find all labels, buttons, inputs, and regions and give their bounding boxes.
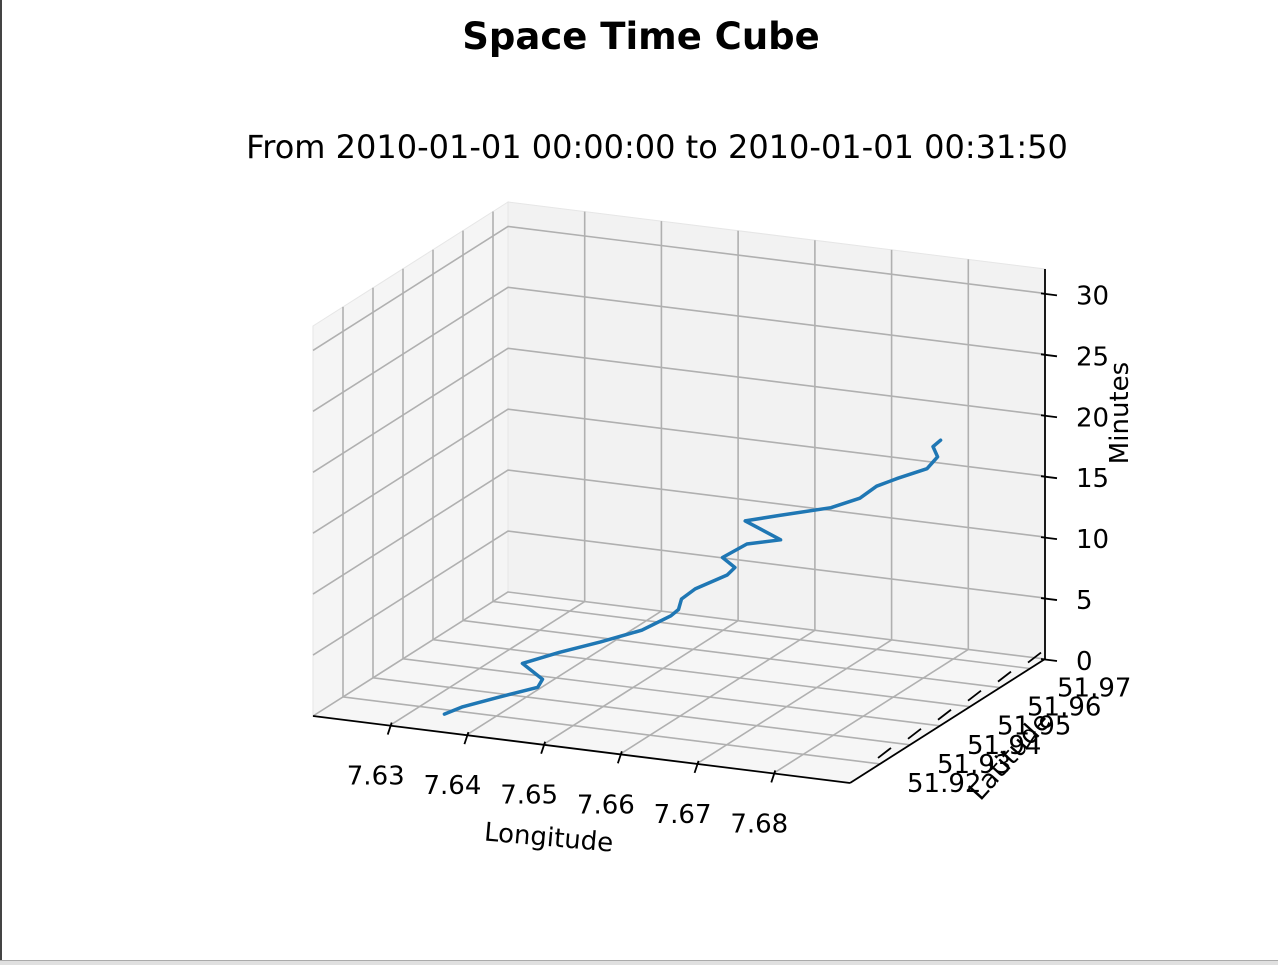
x-tick-label: 7.65 <box>500 781 558 811</box>
x-tick-label: 7.64 <box>423 771 481 801</box>
x-tick <box>540 741 546 754</box>
axis-panes <box>311 201 1047 784</box>
x-axis-line <box>312 715 851 784</box>
axis-lines <box>312 269 1046 784</box>
z-tick-label: 15 <box>1076 464 1109 494</box>
z-gridline <box>312 469 1046 595</box>
y-tick <box>1027 651 1042 664</box>
x-tick-label: 7.63 <box>347 762 405 792</box>
z-tick <box>1040 414 1058 419</box>
window-bottom-edge <box>0 960 1278 965</box>
x-tick <box>617 751 623 764</box>
x-tick-label: 7.68 <box>730 809 788 839</box>
tick-marks <box>386 292 1058 783</box>
y-tick <box>907 728 922 740</box>
trajectory-line <box>442 438 943 716</box>
z-tick-label: 25 <box>1076 342 1109 372</box>
z-tick <box>1040 536 1058 541</box>
tick-labels: 7.63 7.64 7.65 7.66 7.67 7.6851.9251.9351.945… <box>347 281 1132 839</box>
z-tick-label: 30 <box>1076 281 1109 311</box>
z-gridline <box>312 530 1046 656</box>
x-axis-label: Longitude <box>483 817 614 858</box>
trajectory-layer <box>442 438 943 716</box>
window-left-edge <box>0 0 2 964</box>
y-tick <box>877 747 892 759</box>
x-tick <box>693 760 700 774</box>
y-axis-line <box>849 658 1046 784</box>
x-tick-label: 7.67 <box>654 800 712 830</box>
x-tick <box>386 722 393 735</box>
z-tick-label: 5 <box>1076 586 1093 616</box>
y-tick-label: 51.93 <box>937 750 1011 780</box>
back-pane <box>507 201 1046 660</box>
z-tick-label: 0 <box>1076 647 1093 677</box>
y-tick-label: 51.92 <box>907 769 981 799</box>
x-tick-label: 7.66 <box>577 790 635 820</box>
z-gridline <box>312 408 1046 534</box>
z-tick <box>1040 658 1058 662</box>
y-tick-label: 51.94 <box>967 731 1041 761</box>
chart-subtitle: From 2010-01-01 00:00:00 to 2010-01-01 0… <box>246 128 1068 166</box>
x-tick <box>770 770 777 783</box>
z-gridline <box>312 591 1046 717</box>
z-tick <box>1040 353 1058 358</box>
z-tick-label: 20 <box>1076 403 1109 433</box>
z-axis-label: Minutes <box>1105 362 1135 464</box>
y-tick-label: 51.96 <box>1027 693 1101 723</box>
y-tick <box>997 670 1012 683</box>
gridlines <box>312 211 1046 775</box>
y-tick <box>937 709 952 721</box>
z-gridline <box>312 286 1046 412</box>
z-gridline <box>312 225 1046 352</box>
y-tick <box>967 689 982 702</box>
z-tick <box>1040 292 1058 297</box>
z-tick <box>1040 597 1058 601</box>
x-tick <box>463 731 470 745</box>
chart-title: Space Time Cube <box>462 15 820 58</box>
y-tick-label: 51.95 <box>997 712 1071 742</box>
z-gridline <box>312 347 1046 473</box>
y-tick-label: 51.97 <box>1057 674 1131 704</box>
z-tick <box>1040 475 1058 480</box>
z-tick-label: 10 <box>1076 525 1109 555</box>
